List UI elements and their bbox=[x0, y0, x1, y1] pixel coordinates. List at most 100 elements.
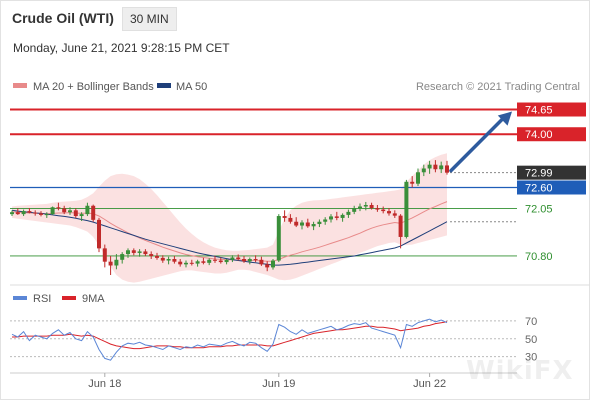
candle-body bbox=[433, 164, 438, 170]
instrument-title: Crude Oil (WTI) bbox=[12, 10, 114, 26]
level-tag-72-60 bbox=[517, 180, 586, 195]
candle-body bbox=[85, 205, 90, 215]
candle-body bbox=[120, 254, 125, 260]
x-tick-label: Jun 18 bbox=[88, 378, 121, 390]
ma20-line bbox=[11, 201, 448, 262]
candle-body bbox=[311, 224, 316, 227]
candle-body bbox=[39, 213, 43, 215]
candle-body bbox=[56, 207, 61, 209]
candle-body bbox=[300, 222, 304, 226]
timestamp: Monday, June 21, 2021 9:28:15 PM CET bbox=[13, 41, 230, 55]
level-label-74-00: 74.00 bbox=[525, 129, 553, 141]
candle-body bbox=[178, 261, 183, 265]
candle-body bbox=[392, 213, 397, 216]
candle-body bbox=[102, 248, 107, 262]
candle-body bbox=[44, 214, 49, 216]
candle-body bbox=[334, 216, 339, 218]
candle-body bbox=[160, 257, 165, 261]
rsi-level-label: 30 bbox=[525, 352, 537, 364]
candle-body bbox=[33, 212, 38, 214]
level-label-72-60: 72.60 bbox=[525, 183, 553, 195]
candle-body bbox=[363, 205, 368, 207]
candle-body bbox=[259, 259, 264, 265]
candle-body bbox=[427, 164, 432, 169]
trend-arrow-shaft bbox=[449, 115, 506, 173]
candle-body bbox=[358, 206, 362, 209]
level-label-70-80: 70.80 bbox=[525, 251, 553, 263]
candle-body bbox=[271, 260, 275, 268]
candle-body bbox=[73, 210, 78, 217]
candle-body bbox=[50, 207, 55, 215]
candle-body bbox=[189, 262, 194, 264]
ma50-line bbox=[11, 209, 448, 266]
candle-body bbox=[126, 250, 130, 255]
candle-body bbox=[91, 205, 96, 220]
candle-body bbox=[445, 165, 449, 173]
candle-body bbox=[323, 219, 328, 222]
candle-body bbox=[184, 262, 188, 265]
candle-body bbox=[346, 211, 351, 215]
x-tick-label: Jun 22 bbox=[413, 378, 446, 390]
trend-arrow-head bbox=[497, 111, 512, 126]
candle-body bbox=[416, 172, 420, 184]
last-price-label: 72.99 bbox=[525, 168, 553, 180]
candle-body bbox=[247, 259, 252, 262]
candle-body bbox=[172, 259, 177, 262]
level-label-72-05: 72.05 bbox=[525, 203, 553, 215]
rsi-ma9-line bbox=[12, 321, 448, 350]
credit-text: Research © 2021 Trading Central bbox=[416, 81, 580, 93]
level-tag-74-00 bbox=[517, 127, 586, 142]
ma20-legend-label: MA 20 + Bollinger Bands bbox=[33, 81, 154, 93]
candle-body bbox=[166, 259, 171, 261]
candle-body bbox=[236, 257, 241, 260]
candle-body bbox=[410, 181, 415, 184]
candle-body bbox=[143, 251, 148, 255]
rsi-legend-swatch bbox=[13, 296, 27, 300]
ma9-legend-label: 9MA bbox=[82, 293, 105, 305]
rsi-legend-label: RSI bbox=[33, 293, 51, 305]
candle-body bbox=[27, 211, 32, 213]
candle-body bbox=[282, 216, 287, 218]
candle-body bbox=[149, 254, 154, 256]
candle-body bbox=[201, 261, 206, 263]
candle-body bbox=[230, 257, 235, 260]
candle-body bbox=[218, 260, 223, 263]
candle-body bbox=[288, 217, 293, 222]
candle-body bbox=[79, 214, 84, 217]
candle-body bbox=[195, 261, 200, 264]
candle-body bbox=[207, 259, 212, 263]
candle-body bbox=[21, 211, 26, 215]
candle-body bbox=[375, 208, 380, 210]
candle-body bbox=[381, 209, 386, 212]
candle-body bbox=[137, 251, 142, 253]
candle-body bbox=[224, 259, 229, 263]
rsi-level-label: 50 bbox=[525, 334, 537, 346]
candle-body bbox=[155, 255, 159, 258]
candle-body bbox=[398, 215, 403, 237]
candle-body bbox=[131, 250, 136, 253]
candle-body bbox=[108, 261, 113, 266]
candle-body bbox=[387, 211, 391, 214]
candle-body bbox=[294, 221, 299, 226]
bollinger-band bbox=[12, 153, 447, 283]
candle-body bbox=[68, 210, 72, 213]
ma50-legend-label: MA 50 bbox=[176, 81, 207, 93]
rsi-line bbox=[11, 318, 448, 361]
interval-badge[interactable]: 30 MIN bbox=[122, 7, 177, 31]
ma9-legend-swatch bbox=[62, 296, 76, 300]
candle-body bbox=[340, 214, 345, 218]
rsi-level-label: 70 bbox=[525, 316, 537, 328]
ma50-legend-swatch bbox=[157, 83, 171, 88]
candle-body bbox=[305, 222, 310, 227]
candle-body bbox=[62, 208, 67, 213]
candle-body bbox=[265, 264, 270, 268]
watermark: WikiFX bbox=[466, 356, 574, 386]
candle-body bbox=[242, 259, 246, 262]
ma20-legend-swatch bbox=[13, 83, 27, 88]
candle-body bbox=[369, 205, 374, 209]
x-tick-label: Jun 19 bbox=[262, 378, 295, 390]
candle-body bbox=[352, 208, 357, 212]
candle-body bbox=[329, 216, 333, 220]
last-price-tag bbox=[517, 165, 586, 180]
level-tag-74-65 bbox=[517, 102, 586, 117]
